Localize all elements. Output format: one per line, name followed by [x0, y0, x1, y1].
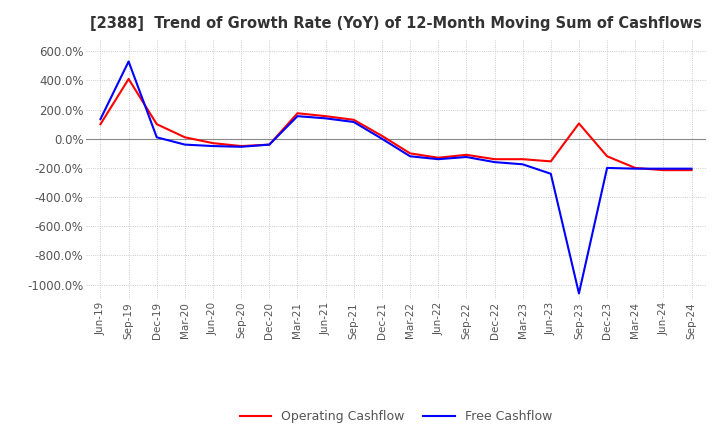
Title: [2388]  Trend of Growth Rate (YoY) of 12-Month Moving Sum of Cashflows: [2388] Trend of Growth Rate (YoY) of 12-… — [90, 16, 702, 32]
Operating Cashflow — [321, 114, 330, 119]
Operating Cashflow — [518, 157, 527, 162]
Operating Cashflow — [631, 165, 639, 171]
Operating Cashflow — [153, 121, 161, 127]
Free Cashflow — [490, 159, 499, 165]
Free Cashflow — [603, 165, 611, 171]
Operating Cashflow — [181, 135, 189, 140]
Operating Cashflow — [687, 168, 696, 173]
Free Cashflow — [181, 142, 189, 147]
Operating Cashflow — [462, 152, 471, 158]
Line: Free Cashflow: Free Cashflow — [101, 62, 691, 293]
Operating Cashflow — [434, 155, 443, 160]
Free Cashflow — [434, 157, 443, 162]
Operating Cashflow — [293, 110, 302, 116]
Operating Cashflow — [575, 121, 583, 126]
Operating Cashflow — [209, 140, 217, 146]
Operating Cashflow — [349, 117, 358, 122]
Free Cashflow — [125, 59, 133, 64]
Free Cashflow — [209, 143, 217, 149]
Operating Cashflow — [603, 154, 611, 159]
Free Cashflow — [462, 154, 471, 160]
Line: Operating Cashflow: Operating Cashflow — [101, 79, 691, 170]
Free Cashflow — [293, 114, 302, 119]
Operating Cashflow — [546, 159, 555, 164]
Free Cashflow — [687, 166, 696, 171]
Free Cashflow — [153, 135, 161, 140]
Free Cashflow — [546, 171, 555, 176]
Operating Cashflow — [406, 151, 415, 156]
Free Cashflow — [631, 166, 639, 171]
Free Cashflow — [575, 291, 583, 296]
Operating Cashflow — [659, 168, 667, 173]
Operating Cashflow — [125, 76, 133, 81]
Legend: Operating Cashflow, Free Cashflow: Operating Cashflow, Free Cashflow — [235, 405, 557, 428]
Operating Cashflow — [237, 143, 246, 149]
Operating Cashflow — [265, 142, 274, 147]
Free Cashflow — [349, 119, 358, 125]
Free Cashflow — [377, 136, 386, 141]
Free Cashflow — [321, 116, 330, 121]
Operating Cashflow — [377, 133, 386, 139]
Free Cashflow — [237, 144, 246, 150]
Free Cashflow — [265, 142, 274, 147]
Operating Cashflow — [96, 121, 105, 127]
Free Cashflow — [96, 117, 105, 122]
Free Cashflow — [518, 161, 527, 167]
Free Cashflow — [659, 166, 667, 171]
Operating Cashflow — [490, 157, 499, 162]
Free Cashflow — [406, 154, 415, 159]
